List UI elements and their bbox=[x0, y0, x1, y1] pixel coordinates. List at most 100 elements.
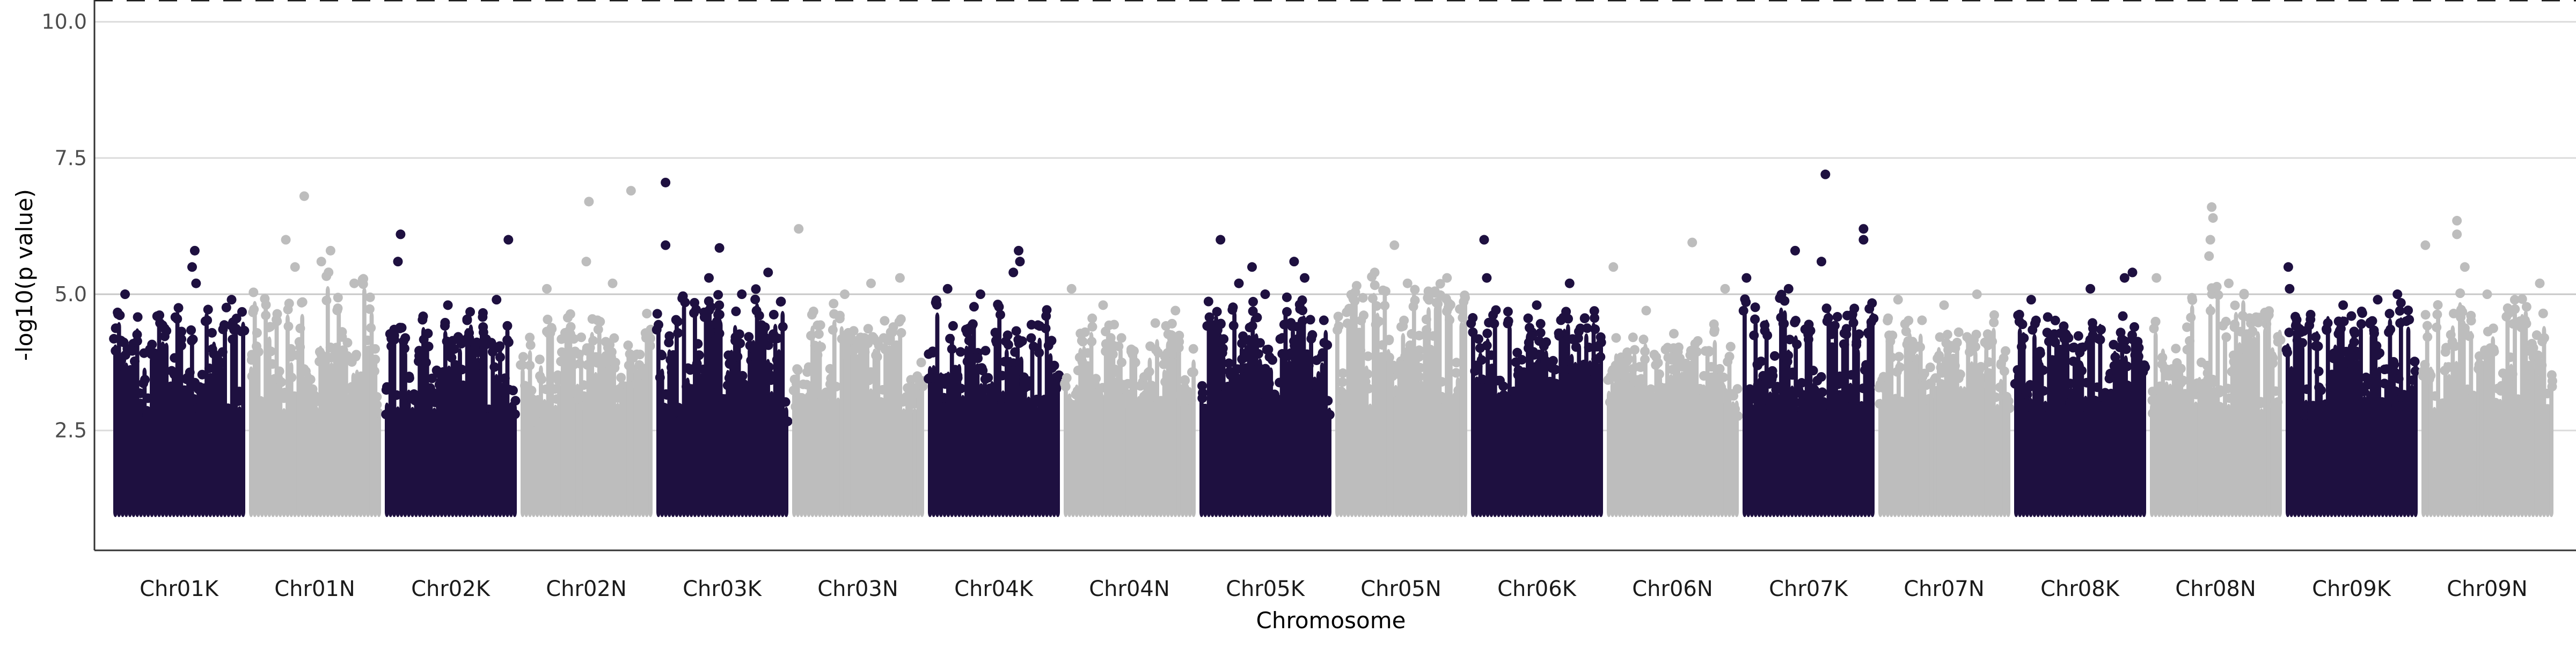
point-column bbox=[2469, 331, 2473, 517]
data-point bbox=[260, 294, 270, 304]
data-point bbox=[2405, 394, 2415, 404]
data-point bbox=[2268, 358, 2278, 368]
x-tick-label: Chr08N bbox=[2175, 577, 2256, 601]
point-column bbox=[2179, 370, 2184, 517]
chromosome-Chr02K bbox=[381, 229, 521, 517]
point-column bbox=[521, 368, 525, 517]
data-point bbox=[127, 346, 137, 356]
point-column bbox=[758, 330, 763, 517]
data-point bbox=[693, 339, 703, 349]
point-column bbox=[1085, 364, 1090, 517]
point-column bbox=[2054, 336, 2059, 517]
data-point bbox=[525, 360, 535, 370]
point-column bbox=[711, 322, 715, 517]
point-column bbox=[931, 365, 936, 517]
data-point bbox=[1584, 342, 1594, 352]
point-column bbox=[1445, 301, 1449, 517]
point-column bbox=[601, 355, 605, 517]
data-point bbox=[616, 373, 626, 383]
data-point bbox=[1817, 387, 1827, 397]
point-column bbox=[1188, 387, 1192, 517]
data-point bbox=[691, 304, 701, 315]
data-point bbox=[1687, 237, 1697, 248]
point-column bbox=[1335, 315, 1340, 517]
point-column bbox=[513, 403, 517, 517]
point-column bbox=[1067, 393, 1072, 517]
point-column bbox=[990, 381, 994, 517]
data-point bbox=[763, 340, 773, 350]
data-point bbox=[1338, 388, 1348, 398]
data-point bbox=[187, 262, 197, 272]
data-point bbox=[1936, 362, 1946, 373]
data-point bbox=[1977, 373, 1987, 383]
point-column bbox=[993, 328, 998, 517]
data-point bbox=[265, 322, 275, 332]
point-column bbox=[2248, 326, 2253, 517]
data-point bbox=[1841, 324, 1851, 334]
point-column bbox=[557, 383, 561, 517]
data-point bbox=[1289, 257, 1299, 267]
data-point bbox=[626, 363, 636, 373]
point-column bbox=[2351, 330, 2356, 517]
point-column bbox=[1672, 347, 1677, 517]
data-point bbox=[1121, 398, 1131, 408]
x-tick-label: Chr06N bbox=[1632, 577, 1713, 601]
data-point bbox=[1071, 389, 1081, 399]
point-column bbox=[2366, 390, 2370, 517]
point-column bbox=[189, 340, 194, 517]
data-point bbox=[953, 370, 963, 381]
point-column bbox=[1074, 384, 1079, 517]
data-point bbox=[997, 370, 1007, 381]
data-point bbox=[1451, 368, 1461, 378]
point-column bbox=[935, 312, 940, 517]
data-point bbox=[556, 357, 566, 367]
data-point bbox=[2432, 322, 2442, 332]
point-column bbox=[1643, 343, 1648, 517]
data-point bbox=[2077, 366, 2087, 376]
data-point bbox=[2420, 240, 2431, 250]
point-column bbox=[2150, 403, 2154, 517]
data-point bbox=[816, 342, 826, 352]
point-column bbox=[362, 287, 367, 517]
data-point bbox=[585, 343, 595, 353]
point-column bbox=[575, 383, 580, 517]
data-point bbox=[457, 365, 467, 375]
point-column bbox=[1408, 345, 1413, 517]
data-point bbox=[1730, 404, 1740, 414]
point-column bbox=[270, 377, 275, 517]
point-column bbox=[2142, 360, 2146, 517]
data-point bbox=[667, 367, 677, 377]
chromosome-Chr03N bbox=[788, 224, 928, 517]
point-column bbox=[1591, 322, 1596, 517]
data-point bbox=[295, 323, 305, 333]
point-column bbox=[1489, 370, 1494, 517]
point-column bbox=[304, 374, 308, 517]
point-column bbox=[1753, 320, 1758, 517]
point-column bbox=[267, 336, 272, 517]
point-column bbox=[278, 371, 283, 517]
point-column bbox=[347, 392, 352, 517]
data-point bbox=[2085, 283, 2096, 294]
data-point bbox=[2123, 395, 2133, 405]
point-column bbox=[2252, 336, 2257, 517]
point-column bbox=[1900, 402, 1905, 517]
data-point bbox=[2531, 330, 2542, 340]
data-point bbox=[1216, 319, 1226, 329]
data-point bbox=[404, 373, 414, 383]
data-point bbox=[495, 341, 505, 351]
data-point bbox=[1036, 406, 1046, 416]
point-column bbox=[1834, 323, 1838, 517]
data-point bbox=[2384, 327, 2394, 337]
point-column bbox=[509, 402, 514, 517]
point-column bbox=[2058, 345, 2062, 517]
point-column bbox=[2201, 379, 2206, 517]
point-column bbox=[916, 384, 921, 517]
point-column bbox=[450, 343, 455, 517]
point-column bbox=[1243, 369, 1248, 517]
data-point bbox=[186, 325, 196, 335]
data-point bbox=[1197, 393, 1208, 403]
data-point bbox=[2151, 273, 2162, 283]
point-column bbox=[1948, 352, 1952, 517]
point-column bbox=[179, 345, 184, 517]
point-column bbox=[961, 395, 965, 517]
